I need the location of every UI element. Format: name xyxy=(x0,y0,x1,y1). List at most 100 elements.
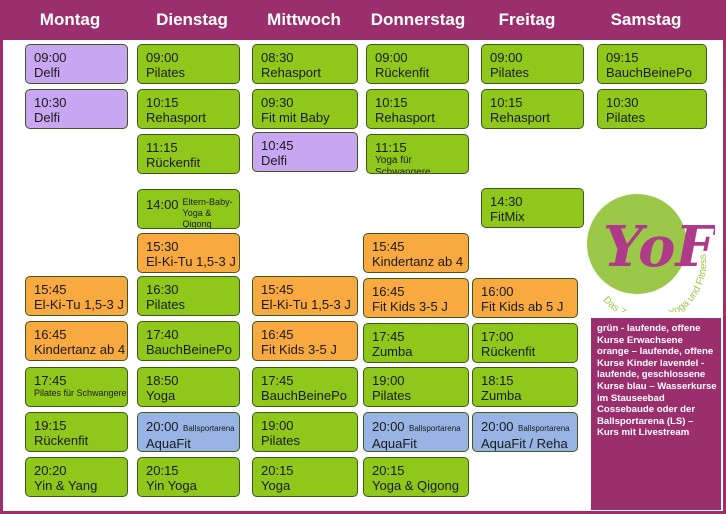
class-card[interactable]: 15:45 El-Ki-Tu 1,5-3 J xyxy=(252,276,358,316)
class-card[interactable]: 09:00 Delfi xyxy=(25,44,128,84)
class-card[interactable]: 10:15 Rehasport xyxy=(366,89,469,129)
class-name: FitMix xyxy=(490,209,525,224)
class-name: Rehasport xyxy=(375,110,435,125)
day-header-mittwoch: Mittwoch xyxy=(267,10,341,29)
class-time: 10:45 xyxy=(261,138,294,153)
class-time: 15:30 xyxy=(146,239,179,254)
class-time: 09:00 xyxy=(34,50,67,65)
class-card[interactable]: 08:30 Rehasport xyxy=(252,44,358,84)
class-name: Delfi xyxy=(34,110,61,125)
class-card[interactable]: 18:50 Yoga xyxy=(137,367,240,407)
class-name: AquaFit xyxy=(146,436,191,451)
class-name: Rehasport xyxy=(261,65,321,80)
class-time: 19:15 xyxy=(34,418,67,433)
class-time: 11:15 xyxy=(146,140,178,155)
class-card[interactable]: 20:00 Ballsportarena AquaFit xyxy=(137,412,240,452)
day-header-freitag: Freitag xyxy=(498,10,556,29)
class-name: Yoga xyxy=(261,478,291,493)
color-legend: grün - laufende, offene Kurse Erwachsene… xyxy=(591,318,721,510)
class-card[interactable]: 16:30 Pilates xyxy=(137,276,240,316)
class-card[interactable]: 17:45 Pilates für Schwangere xyxy=(25,367,128,407)
class-time: 14:00 xyxy=(146,197,179,212)
logo-circle xyxy=(587,194,687,294)
class-card[interactable]: 09:15 BauchBeinePo xyxy=(597,44,707,84)
class-card[interactable]: 20:20 Yin & Yang Yoga xyxy=(25,457,128,497)
class-time: 17:45 xyxy=(372,329,405,344)
class-time: 17:45 xyxy=(34,373,67,388)
class-time: 16:45 xyxy=(34,327,67,342)
class-time: 14:30 xyxy=(490,194,523,209)
class-card[interactable]: 09:00 Pilates xyxy=(481,44,584,84)
day-header-bar: Montag Dienstag Mittwoch Donnerstag Frei… xyxy=(0,0,726,40)
class-card[interactable]: 14:00 Eltern-Baby-Yoga & Qigong xyxy=(137,189,240,229)
class-card[interactable]: 16:45 Fit Kids 3-5 J xyxy=(363,278,469,318)
class-time: 16:45 xyxy=(261,327,294,342)
class-time: 17:45 xyxy=(261,373,294,388)
class-card[interactable]: 17:40 BauchBeinePo xyxy=(137,321,240,361)
class-time: 20:15 xyxy=(146,463,179,478)
class-name: Kindertanz ab 4 J xyxy=(372,254,464,272)
class-name: Rehasport xyxy=(490,110,550,125)
class-time: 09:00 xyxy=(375,50,408,65)
class-name: Yoga xyxy=(146,388,176,403)
class-name: BauchBeinePo xyxy=(261,388,348,403)
class-name: Rehasport xyxy=(146,110,206,125)
class-time: 10:15 xyxy=(146,95,179,110)
class-name: El-Ki-Tu 1,5-3 J xyxy=(34,297,124,312)
class-card[interactable]: 20:00 Ballsportarena AquaFit xyxy=(363,412,469,452)
class-time: 19:00 xyxy=(261,418,294,433)
class-card[interactable]: 18:15 Zumba xyxy=(472,367,578,407)
yofit-logo: YoFit Das Zentrum für Yoga und Fitness xyxy=(575,182,726,324)
class-time: 16:30 xyxy=(146,282,179,297)
class-card[interactable]: 11:15 Yoga für Schwangere xyxy=(366,134,469,174)
class-card[interactable]: 10:45 Delfi xyxy=(252,132,358,172)
class-card[interactable]: 10:15 Rehasport xyxy=(481,89,584,129)
class-card[interactable]: 20:15 Yoga xyxy=(252,457,358,497)
class-name: Fit mit Baby xyxy=(261,110,330,125)
class-card[interactable]: 14:30 FitMix xyxy=(481,188,584,228)
class-card[interactable]: 10:15 Rehasport xyxy=(137,89,240,129)
class-name: Delfi xyxy=(34,65,61,80)
class-name: Pilates xyxy=(146,297,186,312)
class-name: Pilates xyxy=(372,388,412,403)
class-card[interactable]: 16:45 Kindertanz ab 4 J xyxy=(25,321,128,361)
class-card[interactable]: 19:15 Rückenfit xyxy=(25,412,128,452)
class-card[interactable]: 09:00 Pilates xyxy=(137,44,240,84)
class-card[interactable]: 17:45 BauchBeinePo xyxy=(252,367,358,407)
yofit-logo-graphic: YoFit Das Zentrum für Yoga und Fitness xyxy=(587,194,726,324)
class-card[interactable]: 15:30 El-Ki-Tu 1,5-3 J xyxy=(137,233,240,273)
class-card[interactable]: 15:45 Kindertanz ab 4 J xyxy=(363,233,469,273)
class-time: 17:00 xyxy=(481,329,514,344)
class-venue: Ballsportarena xyxy=(183,424,235,433)
logo-mark: YoFit xyxy=(603,214,715,280)
class-time: 18:15 xyxy=(481,373,514,388)
class-time: 16:45 xyxy=(372,284,405,299)
class-name: Yoga & Qigong xyxy=(372,478,459,493)
class-time: 20:20 xyxy=(34,463,67,478)
class-time: 10:15 xyxy=(375,95,408,110)
class-name: Delfi xyxy=(261,153,288,168)
class-card[interactable]: 11:15 Rückenfit xyxy=(137,134,240,174)
class-card[interactable]: 09:00 Rückenfit xyxy=(366,44,469,84)
class-card[interactable]: 10:30 Pilates xyxy=(597,89,707,129)
class-card[interactable]: 20:15 Yoga & Qigong xyxy=(363,457,469,497)
class-name: Rückenfit xyxy=(375,65,430,80)
class-card[interactable]: 19:00 Pilates xyxy=(252,412,358,452)
class-card[interactable]: 20:00 Ballsportarena AquaFit / Reha xyxy=(472,412,578,452)
class-card[interactable]: 19:00 Pilates xyxy=(363,367,469,407)
class-card[interactable]: 17:45 Zumba xyxy=(363,323,469,363)
class-time: 15:45 xyxy=(34,282,67,297)
class-card[interactable]: 09:30 Fit mit Baby xyxy=(252,89,358,129)
class-card[interactable]: 10:30 Delfi xyxy=(25,89,128,129)
class-time: 15:45 xyxy=(372,239,405,254)
class-card[interactable]: 16:00 Fit Kids ab 5 J xyxy=(472,278,578,318)
class-card[interactable]: 17:00 Rückenfit xyxy=(472,323,578,363)
class-name: Fit Kids 3-5 J xyxy=(372,299,448,314)
class-card[interactable]: 16:45 Fit Kids 3-5 J xyxy=(252,321,358,361)
class-time: 18:50 xyxy=(146,373,179,388)
class-card[interactable]: 15:45 El-Ki-Tu 1,5-3 J xyxy=(25,276,128,316)
class-time: 09:00 xyxy=(146,50,179,65)
day-header-montag: Montag xyxy=(39,10,101,29)
class-card[interactable]: 20:15 Yin Yoga xyxy=(137,457,240,497)
class-name: Pilates xyxy=(261,433,301,448)
